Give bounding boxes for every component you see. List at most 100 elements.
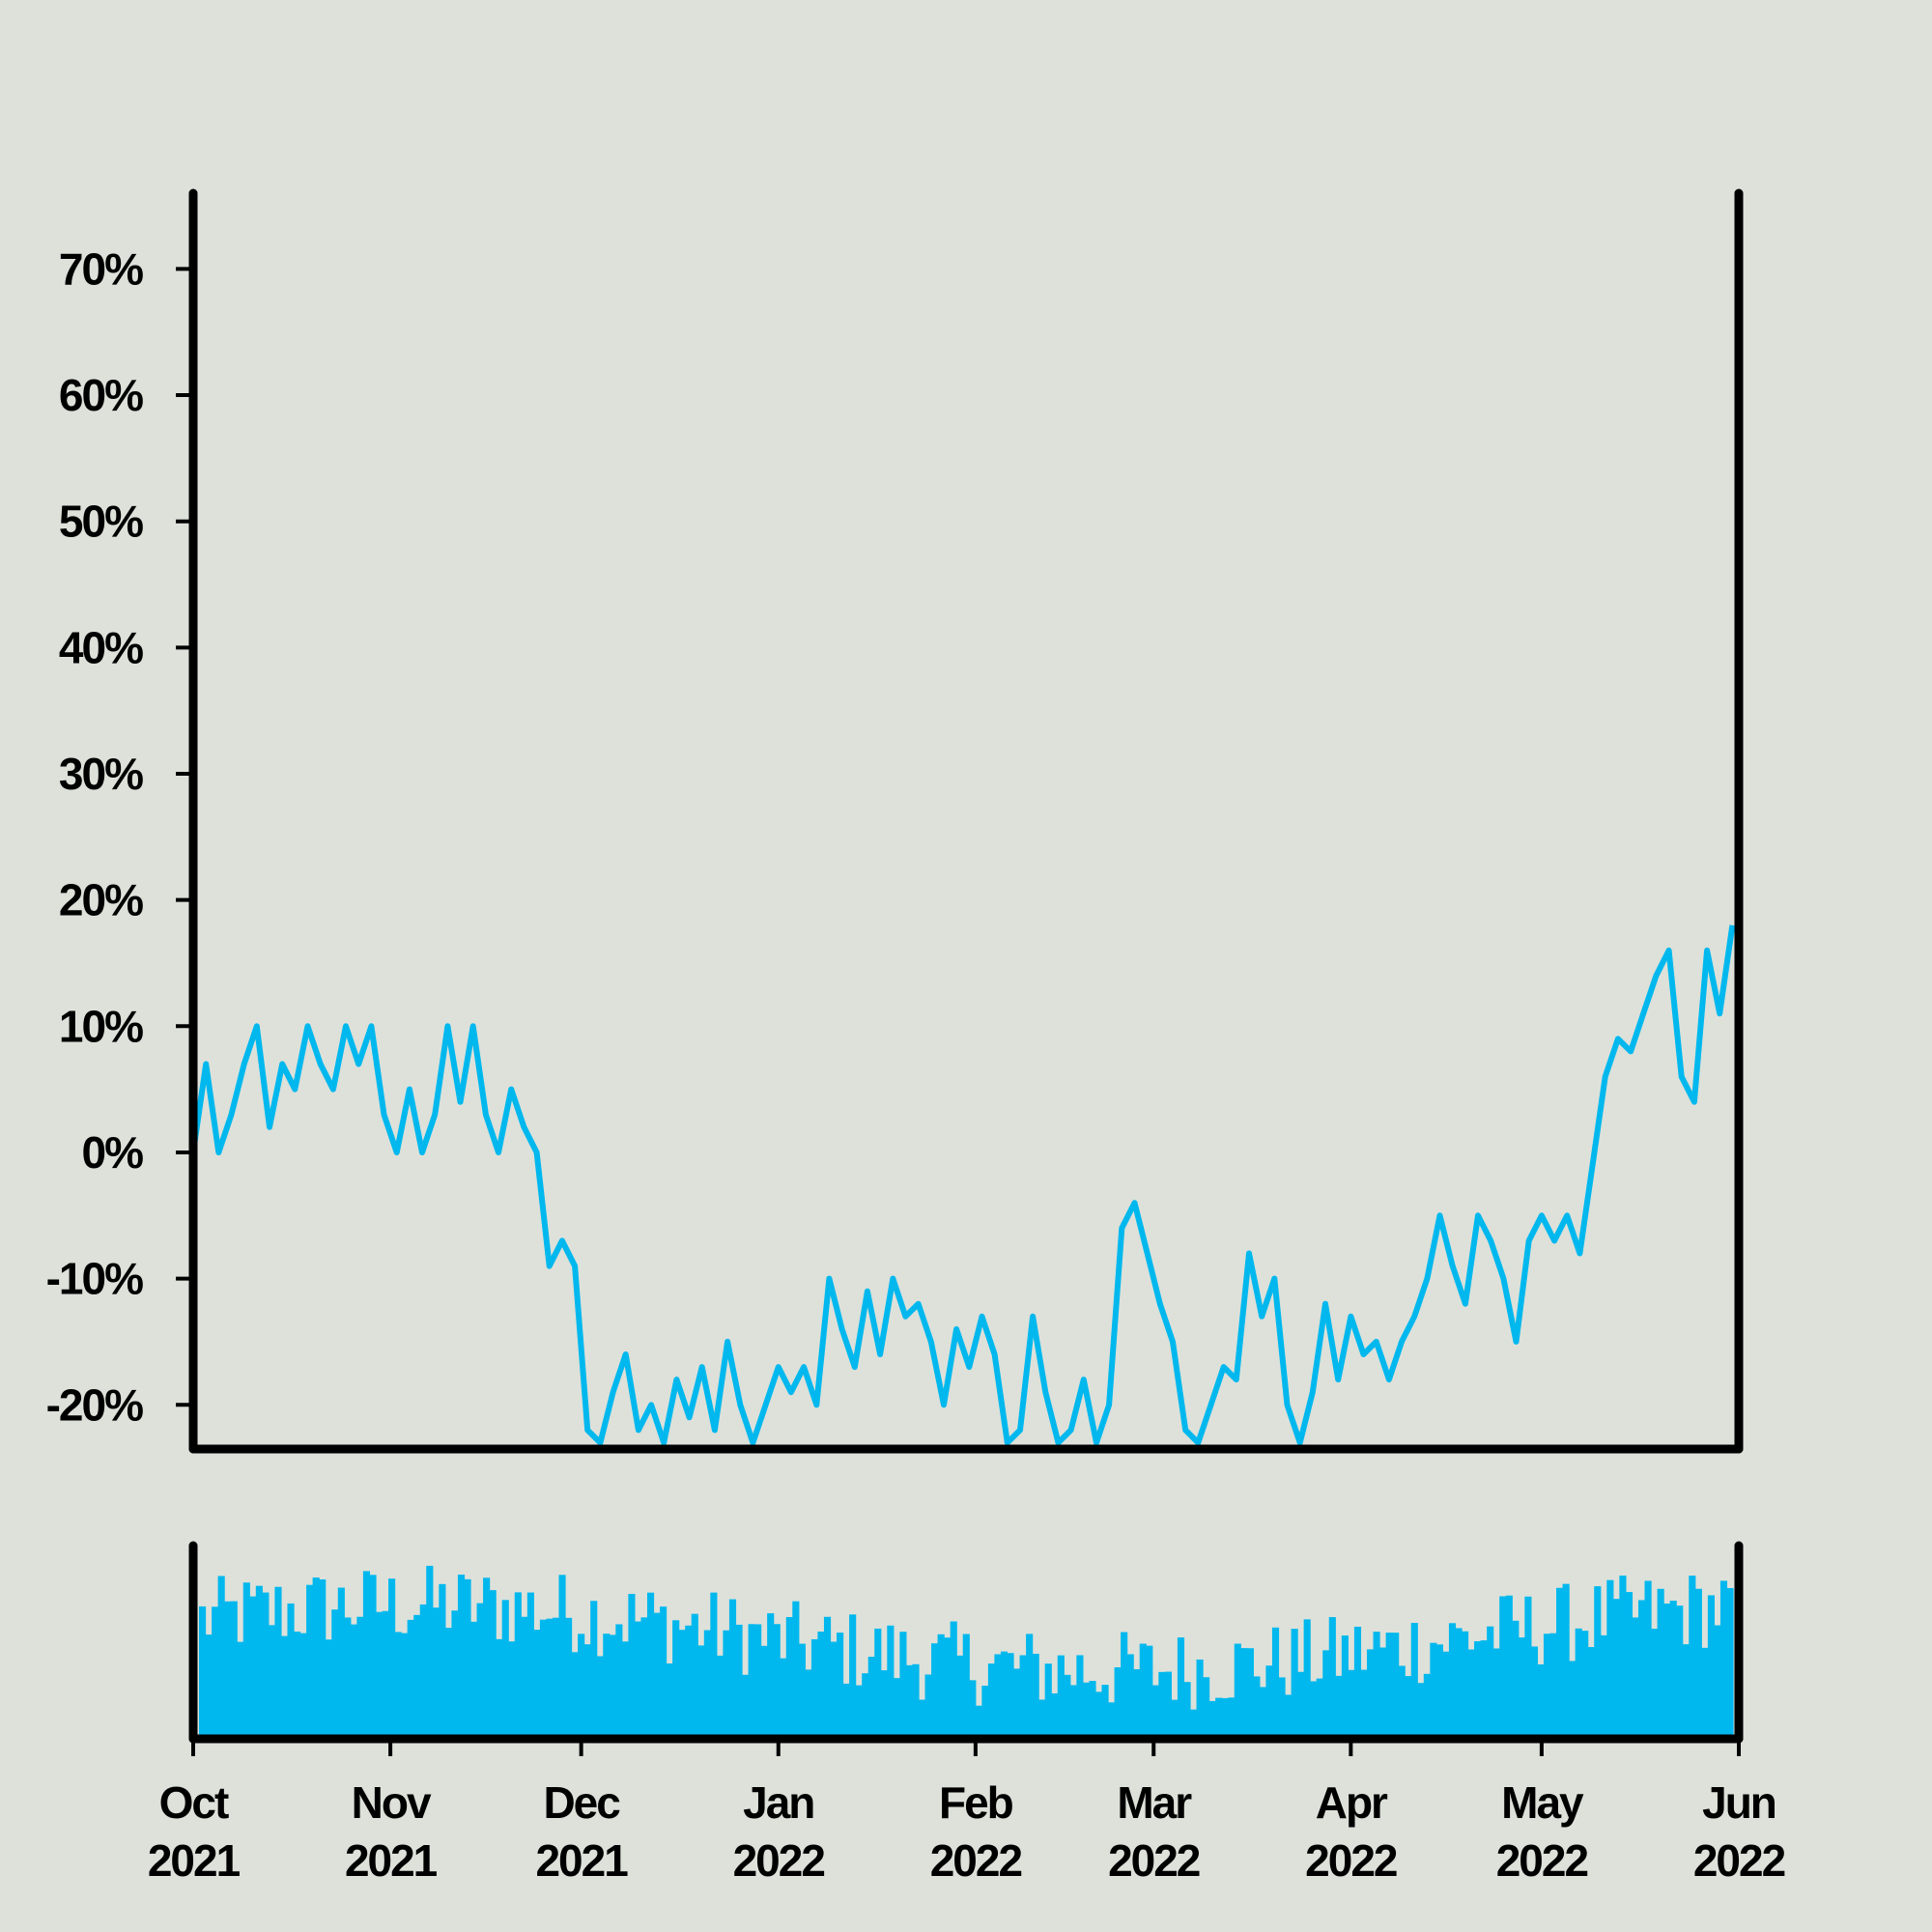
volume-bar [1026, 1634, 1034, 1739]
volume-bar [1208, 1700, 1216, 1739]
y-tick-label: 70% [59, 243, 143, 294]
volume-bar [552, 1617, 560, 1739]
volume-bar [1637, 1600, 1646, 1739]
volume-bar [470, 1621, 478, 1739]
volume-bar [483, 1577, 491, 1739]
volume-bar [546, 1618, 554, 1739]
volume-bar [666, 1663, 673, 1739]
volume-bar [1423, 1673, 1431, 1739]
volume-bar [685, 1625, 693, 1739]
volume-bar [413, 1614, 421, 1739]
volume-bar [344, 1617, 352, 1739]
volume-bar [1701, 1647, 1709, 1739]
volume-bar [274, 1586, 282, 1739]
volume-bar [1689, 1576, 1696, 1739]
volume-bar [918, 1699, 926, 1739]
volume-bar [849, 1614, 857, 1739]
volume-bar [1682, 1644, 1690, 1739]
volume-bar [1139, 1643, 1147, 1739]
volume-bar [703, 1630, 711, 1739]
volume-bar [1474, 1641, 1482, 1739]
volume-bar [678, 1630, 686, 1739]
x-tick-label-month: Jan [743, 1777, 813, 1828]
volume-bar [1089, 1681, 1096, 1739]
volume-bar [1462, 1631, 1469, 1739]
volume-bar [1221, 1697, 1229, 1739]
volume-panel: Oct 2021 Nov 2021 Dec 2021 Jan 2022 Feb 2022 Mar 20… [148, 1541, 1787, 1886]
volume-bar [1405, 1676, 1412, 1739]
volume-bar [419, 1604, 427, 1739]
price-series [193, 924, 1736, 1446]
volume-bar [1146, 1645, 1153, 1739]
volume-bar [1373, 1632, 1380, 1739]
y-tick-label: -20% [46, 1379, 143, 1430]
y-tick-label: 20% [59, 875, 143, 925]
volume-bar [1385, 1633, 1393, 1739]
volume-bar [514, 1592, 522, 1739]
volume-bar [596, 1656, 604, 1739]
volume-bar [1714, 1625, 1721, 1739]
volume-bar [444, 1628, 452, 1739]
y-tick-label: 30% [59, 749, 143, 799]
volume-bar [242, 1582, 250, 1739]
volume-bar [887, 1625, 895, 1739]
volume-bar [1032, 1653, 1039, 1739]
volume-bar [237, 1641, 244, 1739]
x-tick-label-month: Jun [1702, 1777, 1776, 1828]
x-tick-label-month: Mar [1117, 1777, 1192, 1828]
volume-bar [287, 1603, 295, 1739]
volume-bar [539, 1619, 548, 1739]
volume-bar [842, 1683, 850, 1739]
volume-bar [975, 1705, 982, 1739]
volume-bar [1038, 1699, 1046, 1739]
volume-bar [1069, 1685, 1077, 1739]
volume-bar [1499, 1596, 1507, 1739]
volume-bars [199, 1565, 1734, 1739]
volume-bar [1316, 1678, 1323, 1739]
volume-bar [565, 1617, 573, 1739]
volume-bar [1530, 1646, 1539, 1739]
x-tick-label-month: Nov [352, 1777, 432, 1828]
volume-bar [362, 1571, 371, 1739]
volume-bar [306, 1584, 314, 1739]
volume-bar [1121, 1632, 1128, 1739]
volume-bar [754, 1624, 762, 1739]
volume-bar [508, 1641, 516, 1739]
volume-bar [1297, 1671, 1305, 1739]
volume-bar [609, 1634, 616, 1739]
volume-bar [855, 1685, 863, 1739]
volume-bar [1000, 1651, 1009, 1739]
volume-bar [1133, 1668, 1141, 1739]
x-tick-label-year: 2022 [733, 1835, 825, 1886]
volume-bar [1543, 1634, 1551, 1739]
x-tick-label-year: 2022 [930, 1835, 1022, 1886]
price-line [193, 924, 1736, 1446]
volume-bar [1455, 1628, 1463, 1739]
volume-bar [294, 1632, 301, 1739]
volume-bar [1101, 1685, 1109, 1739]
volume-bar [785, 1617, 793, 1739]
y-tick-label: 60% [59, 370, 143, 420]
volume-bar [912, 1663, 920, 1739]
volume-bar [1694, 1588, 1702, 1739]
volume-bar [837, 1633, 844, 1739]
volume-bar [1651, 1629, 1659, 1739]
volume-bar [1335, 1675, 1343, 1739]
volume-bar [1278, 1677, 1286, 1739]
volume-bar [1064, 1674, 1071, 1739]
volume-bar [1228, 1697, 1236, 1739]
volume-bar [1606, 1579, 1614, 1739]
volume-bar [862, 1673, 869, 1739]
volume-bar [1663, 1603, 1671, 1739]
volume-bar [723, 1630, 730, 1739]
volume-bar [369, 1575, 377, 1739]
volume-bar [526, 1592, 534, 1739]
volume-bar [464, 1578, 471, 1739]
volume-bar [268, 1625, 276, 1739]
volume-bar [476, 1603, 484, 1739]
volume-bar [691, 1613, 698, 1739]
volume-bar [489, 1590, 497, 1739]
volume-bar [805, 1669, 812, 1739]
volume-bar [1341, 1635, 1349, 1739]
volume-bar [1562, 1583, 1570, 1739]
